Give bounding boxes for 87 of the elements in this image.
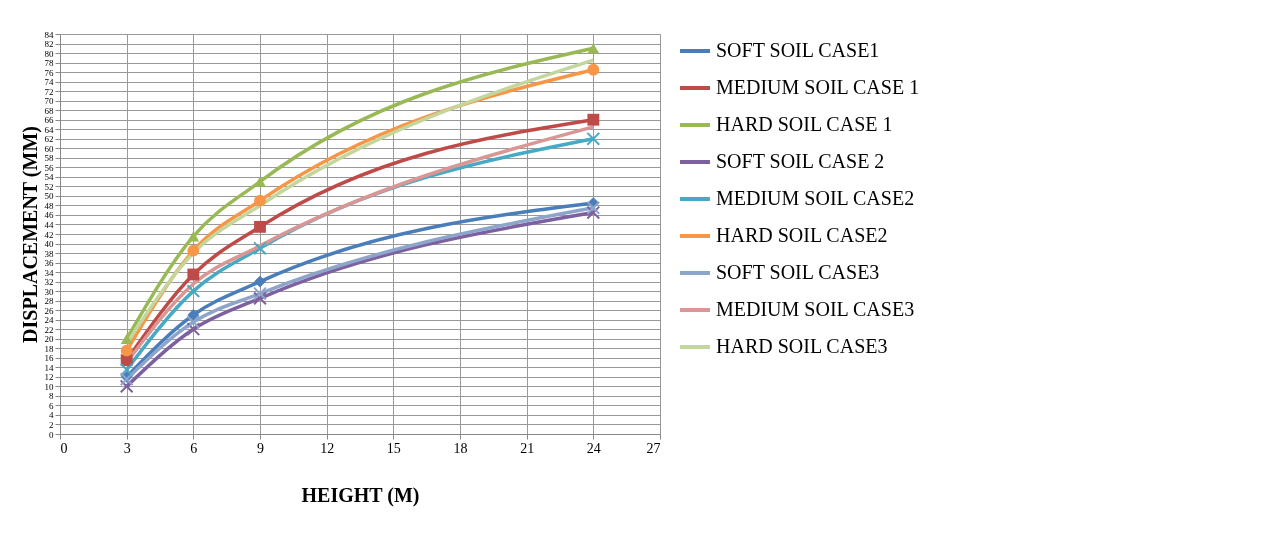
x-tick-label: 3 bbox=[123, 440, 131, 456]
point bbox=[586, 200, 601, 215]
x-tick-label: 27 bbox=[646, 440, 661, 456]
point bbox=[186, 322, 201, 337]
y-tick-label: 74 bbox=[44, 77, 54, 88]
y-tick-label: 72 bbox=[44, 86, 54, 97]
y-tick-label: 24 bbox=[44, 315, 54, 326]
legend-label: HARD SOIL CASE 1 bbox=[716, 113, 893, 135]
y-tick-label: 44 bbox=[44, 219, 54, 230]
point bbox=[119, 362, 134, 377]
point bbox=[119, 372, 134, 387]
x-axis-title: HEIGHT (M) bbox=[301, 483, 420, 507]
x-tick-label: 21 bbox=[520, 440, 535, 456]
y-tick-label: 80 bbox=[44, 48, 54, 59]
point bbox=[254, 275, 266, 288]
point bbox=[119, 379, 134, 394]
y-tick-label: 54 bbox=[44, 172, 54, 183]
y-tick-label: 58 bbox=[44, 153, 54, 164]
y-tick-label: 30 bbox=[44, 286, 54, 297]
y-tick-label: 40 bbox=[44, 239, 54, 250]
y-tick-label: 12 bbox=[44, 372, 54, 383]
legend-label: MEDIUM SOIL CASE3 bbox=[716, 298, 915, 320]
y-tick-label: 52 bbox=[44, 181, 54, 192]
y-axis-title: DISPLACEMENT (MM) bbox=[18, 126, 42, 343]
legend-label: SOFT SOIL CASE1 bbox=[716, 39, 880, 61]
point bbox=[586, 205, 601, 220]
point bbox=[120, 344, 133, 357]
y-tick-label: 64 bbox=[44, 124, 54, 135]
y-tick-label: 0 bbox=[49, 429, 54, 440]
x-tick-label: 24 bbox=[586, 440, 601, 456]
point bbox=[120, 333, 133, 344]
x-tick-label: 6 bbox=[190, 440, 198, 456]
point bbox=[587, 113, 600, 126]
y-tick-label: 14 bbox=[44, 362, 54, 373]
x-tick-label: 12 bbox=[320, 440, 335, 456]
y-tick-label: 10 bbox=[44, 381, 54, 392]
y-tick-label: 22 bbox=[44, 324, 54, 335]
legend-label: MEDIUM SOIL CASE2 bbox=[716, 187, 915, 209]
y-tick-label: 60 bbox=[44, 143, 54, 154]
y-tick-label: 70 bbox=[44, 96, 54, 107]
y-tick-label: 68 bbox=[44, 105, 54, 116]
y-tick-label: 28 bbox=[44, 296, 54, 307]
point bbox=[587, 63, 600, 76]
y-tick-label: 36 bbox=[44, 258, 54, 269]
y-tick-label: 82 bbox=[44, 39, 54, 50]
x-tick-label: 18 bbox=[453, 440, 468, 456]
point bbox=[253, 286, 267, 301]
legend-label: HARD SOIL CASE2 bbox=[716, 224, 888, 246]
legend-label: SOFT SOIL CASE3 bbox=[716, 261, 880, 283]
x-tick-label: 15 bbox=[386, 440, 401, 456]
point bbox=[187, 268, 200, 281]
y-tick-label: 50 bbox=[44, 191, 54, 202]
point bbox=[586, 131, 601, 146]
y-tick-label: 66 bbox=[44, 115, 54, 126]
y-tick-label: 20 bbox=[44, 334, 54, 345]
y-tick-label: 6 bbox=[49, 400, 54, 411]
point bbox=[187, 309, 200, 321]
point bbox=[187, 244, 200, 257]
y-tick-label: 18 bbox=[44, 343, 54, 354]
point bbox=[254, 220, 266, 233]
y-tick-label: 32 bbox=[44, 277, 54, 288]
y-tick-label: 26 bbox=[44, 305, 54, 316]
y-tick-label: 34 bbox=[44, 267, 54, 278]
point bbox=[186, 315, 201, 330]
legend-label: MEDIUM SOIL CASE 1 bbox=[716, 76, 920, 98]
y-tick-label: 42 bbox=[44, 229, 54, 240]
legend-label: HARD SOIL CASE3 bbox=[716, 335, 888, 357]
y-tick-label: 78 bbox=[44, 58, 54, 69]
y-tick-label: 16 bbox=[44, 353, 54, 364]
y-tick-label: 56 bbox=[44, 162, 54, 173]
y-tick-label: 8 bbox=[49, 391, 54, 402]
y-tick-label: 2 bbox=[49, 419, 54, 430]
y-tick-label: 4 bbox=[49, 410, 54, 421]
point bbox=[587, 43, 600, 54]
y-tick-label: 46 bbox=[44, 210, 54, 221]
y-tick-label: 48 bbox=[44, 200, 54, 211]
point bbox=[254, 194, 266, 207]
point bbox=[253, 241, 267, 256]
y-tick-label: 38 bbox=[44, 248, 54, 259]
point bbox=[253, 291, 267, 306]
y-tick-label: 76 bbox=[44, 67, 54, 78]
y-tick-label: 62 bbox=[44, 134, 54, 145]
legend-label: SOFT SOIL CASE 2 bbox=[716, 150, 885, 172]
y-tick-label: 84 bbox=[44, 29, 54, 40]
x-tick-label: 9 bbox=[257, 440, 264, 456]
point bbox=[187, 231, 200, 242]
x-tick-label: 0 bbox=[60, 440, 68, 456]
